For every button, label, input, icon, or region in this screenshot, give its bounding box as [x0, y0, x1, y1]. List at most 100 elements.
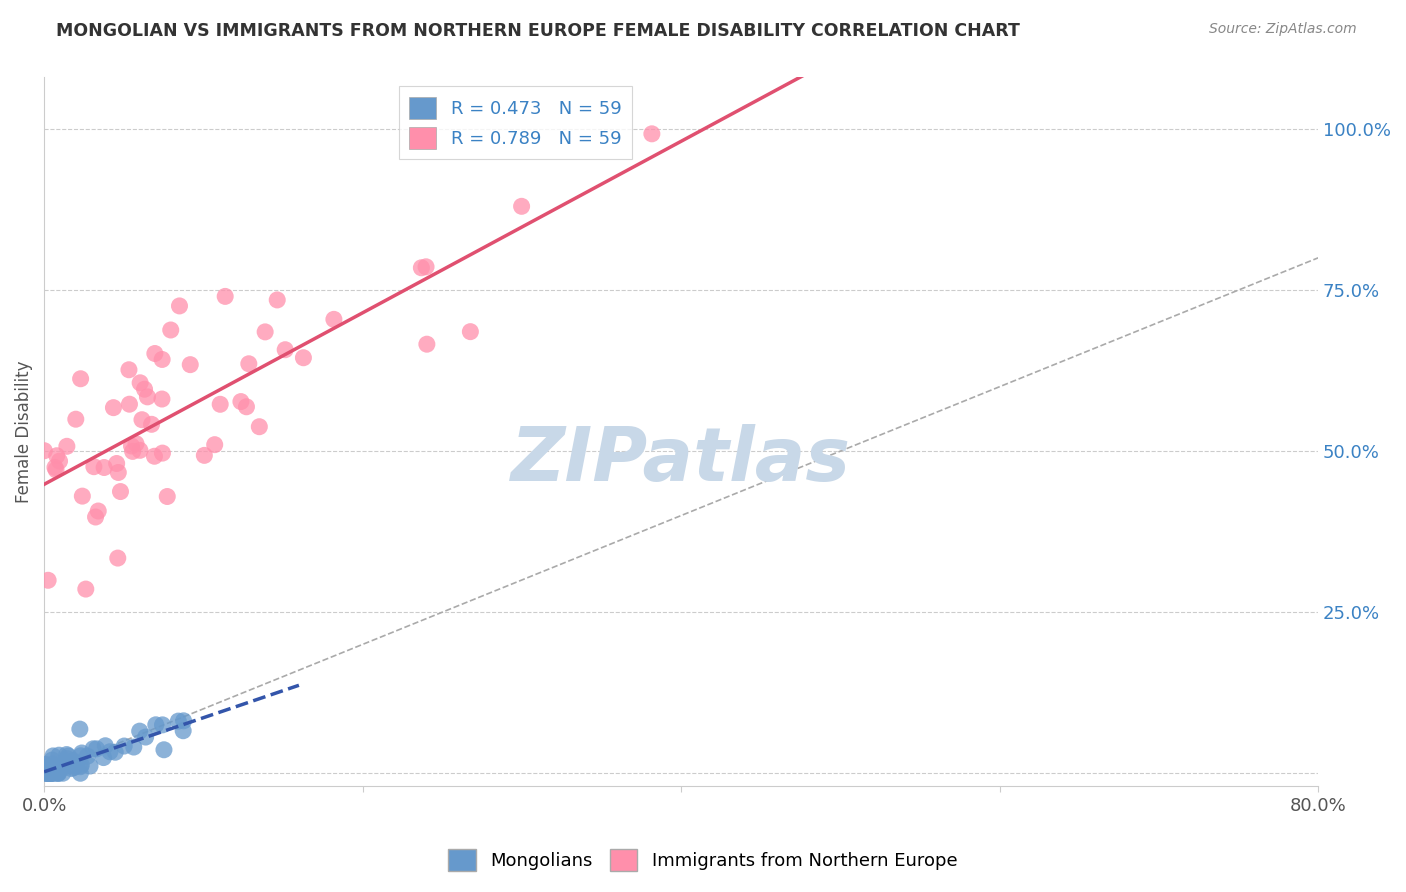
- Point: [52, 766, 75, 780]
- Point: [274, 343, 297, 357]
- Point: [56, 439, 79, 453]
- Point: [134, 382, 156, 396]
- Point: [70, 746, 93, 760]
- Point: [141, 417, 163, 432]
- Point: [145, 718, 167, 732]
- Point: [173, 714, 195, 728]
- Point: [62, 761, 84, 775]
- Point: [79, 759, 101, 773]
- Point: [169, 299, 191, 313]
- Point: [214, 289, 236, 303]
- Point: [98, 745, 121, 759]
- Point: [69, 722, 91, 736]
- Point: [93, 750, 115, 764]
- Point: [35, 766, 58, 780]
- Point: [46, 766, 69, 780]
- Point: [42, 748, 65, 763]
- Point: [41, 753, 63, 767]
- Point: [58, 749, 80, 764]
- Point: [41, 757, 63, 772]
- Point: [65, 412, 87, 426]
- Y-axis label: Female Disability: Female Disability: [15, 360, 32, 503]
- Point: [125, 436, 148, 450]
- Point: [118, 397, 141, 411]
- Point: [41, 764, 63, 779]
- Point: [87, 504, 110, 518]
- Point: [62, 754, 84, 768]
- Point: [112, 739, 135, 753]
- Legend: Mongolians, Immigrants from Northern Europe: Mongolians, Immigrants from Northern Eur…: [441, 842, 965, 879]
- Point: [118, 363, 141, 377]
- Point: [45, 449, 67, 463]
- Point: [37, 766, 59, 780]
- Point: [86, 741, 108, 756]
- Point: [48, 748, 70, 763]
- Point: [84, 510, 107, 524]
- Point: [153, 743, 176, 757]
- Point: [83, 459, 105, 474]
- Point: [38, 766, 60, 780]
- Point: [37, 766, 59, 780]
- Point: [69, 748, 91, 763]
- Point: [55, 747, 77, 762]
- Point: [415, 260, 437, 274]
- Point: [48, 454, 70, 468]
- Point: [229, 394, 252, 409]
- Point: [69, 766, 91, 780]
- Point: [510, 199, 533, 213]
- Point: [292, 351, 315, 365]
- Point: [136, 390, 159, 404]
- Point: [60, 762, 83, 776]
- Point: [204, 438, 226, 452]
- Point: [42, 766, 65, 780]
- Point: [152, 446, 174, 460]
- Point: [39, 766, 62, 780]
- Legend: R = 0.473   N = 59, R = 0.789   N = 59: R = 0.473 N = 59, R = 0.789 N = 59: [398, 87, 633, 160]
- Point: [39, 761, 62, 775]
- Point: [143, 449, 166, 463]
- Point: [34, 757, 56, 772]
- Point: [44, 460, 66, 475]
- Text: ZIPatlas: ZIPatlas: [512, 424, 851, 497]
- Point: [48, 766, 70, 780]
- Point: [150, 392, 173, 406]
- Point: [254, 325, 277, 339]
- Point: [266, 293, 288, 307]
- Point: [121, 444, 143, 458]
- Point: [167, 714, 190, 728]
- Point: [416, 337, 439, 351]
- Point: [42, 766, 65, 780]
- Point: [150, 352, 173, 367]
- Point: [107, 551, 129, 566]
- Point: [152, 718, 174, 732]
- Point: [156, 490, 179, 504]
- Point: [460, 325, 482, 339]
- Point: [129, 376, 152, 390]
- Point: [641, 127, 664, 141]
- Point: [39, 766, 62, 780]
- Point: [122, 740, 145, 755]
- Point: [34, 761, 56, 775]
- Point: [34, 443, 56, 458]
- Point: [238, 357, 260, 371]
- Text: MONGOLIAN VS IMMIGRANTS FROM NORTHERN EUROPE FEMALE DISABILITY CORRELATION CHART: MONGOLIAN VS IMMIGRANTS FROM NORTHERN EU…: [56, 22, 1021, 40]
- Point: [82, 741, 104, 756]
- Point: [93, 460, 115, 475]
- Text: Source: ZipAtlas.com: Source: ZipAtlas.com: [1209, 22, 1357, 37]
- Point: [105, 457, 128, 471]
- Point: [103, 401, 125, 415]
- Point: [135, 730, 157, 744]
- Point: [46, 766, 69, 780]
- Point: [70, 758, 93, 772]
- Point: [411, 260, 433, 275]
- Point: [179, 358, 201, 372]
- Point: [35, 761, 58, 775]
- Point: [247, 419, 270, 434]
- Point: [110, 484, 132, 499]
- Point: [172, 723, 194, 738]
- Point: [56, 751, 79, 765]
- Point: [72, 489, 94, 503]
- Point: [143, 346, 166, 360]
- Point: [45, 760, 67, 774]
- Point: [35, 766, 58, 780]
